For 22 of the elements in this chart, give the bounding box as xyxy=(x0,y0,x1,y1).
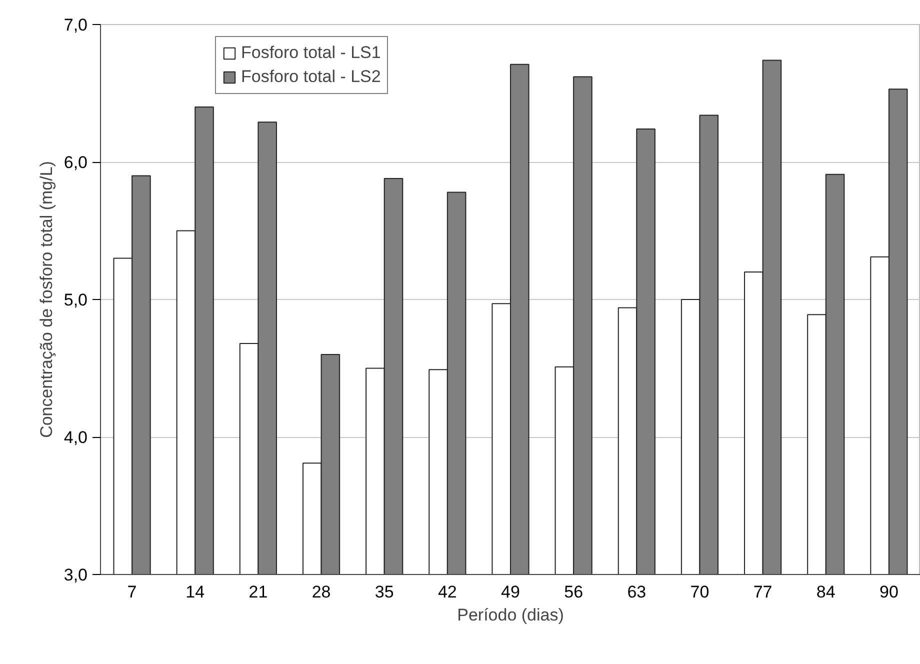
y-tick-label: 5,0 xyxy=(64,290,88,310)
y-axis-title: Concentração de fosforo total (mg/L) xyxy=(36,161,56,438)
legend-label: Fosforo total - LS1 xyxy=(241,43,381,63)
x-tick-label: 35 xyxy=(374,582,394,602)
x-tick-label: 90 xyxy=(880,582,898,602)
x-tick-label: 56 xyxy=(564,582,584,602)
x-tick-label: 7 xyxy=(127,582,137,602)
x-tick-label: 42 xyxy=(438,582,457,602)
legend-label: Fosforo total - LS2 xyxy=(241,67,381,87)
y-tick-label: 3,0 xyxy=(64,566,88,584)
y-tick-label: 4,0 xyxy=(64,428,88,447)
x-tick-label: 49 xyxy=(501,582,520,602)
x-tick-label: 84 xyxy=(816,582,836,602)
x-tick-label: 14 xyxy=(186,582,205,602)
x-tick-label: 21 xyxy=(248,582,268,602)
x-tick-label: 63 xyxy=(627,582,646,602)
y-tick-label: 7,0 xyxy=(64,16,88,34)
x-axis-title: Período (dias) xyxy=(457,606,564,624)
y-tick-label: 6,0 xyxy=(64,153,88,172)
x-tick-label: 70 xyxy=(690,582,710,602)
x-tick-label: 77 xyxy=(753,582,772,602)
x-tick-label: 28 xyxy=(312,582,331,602)
